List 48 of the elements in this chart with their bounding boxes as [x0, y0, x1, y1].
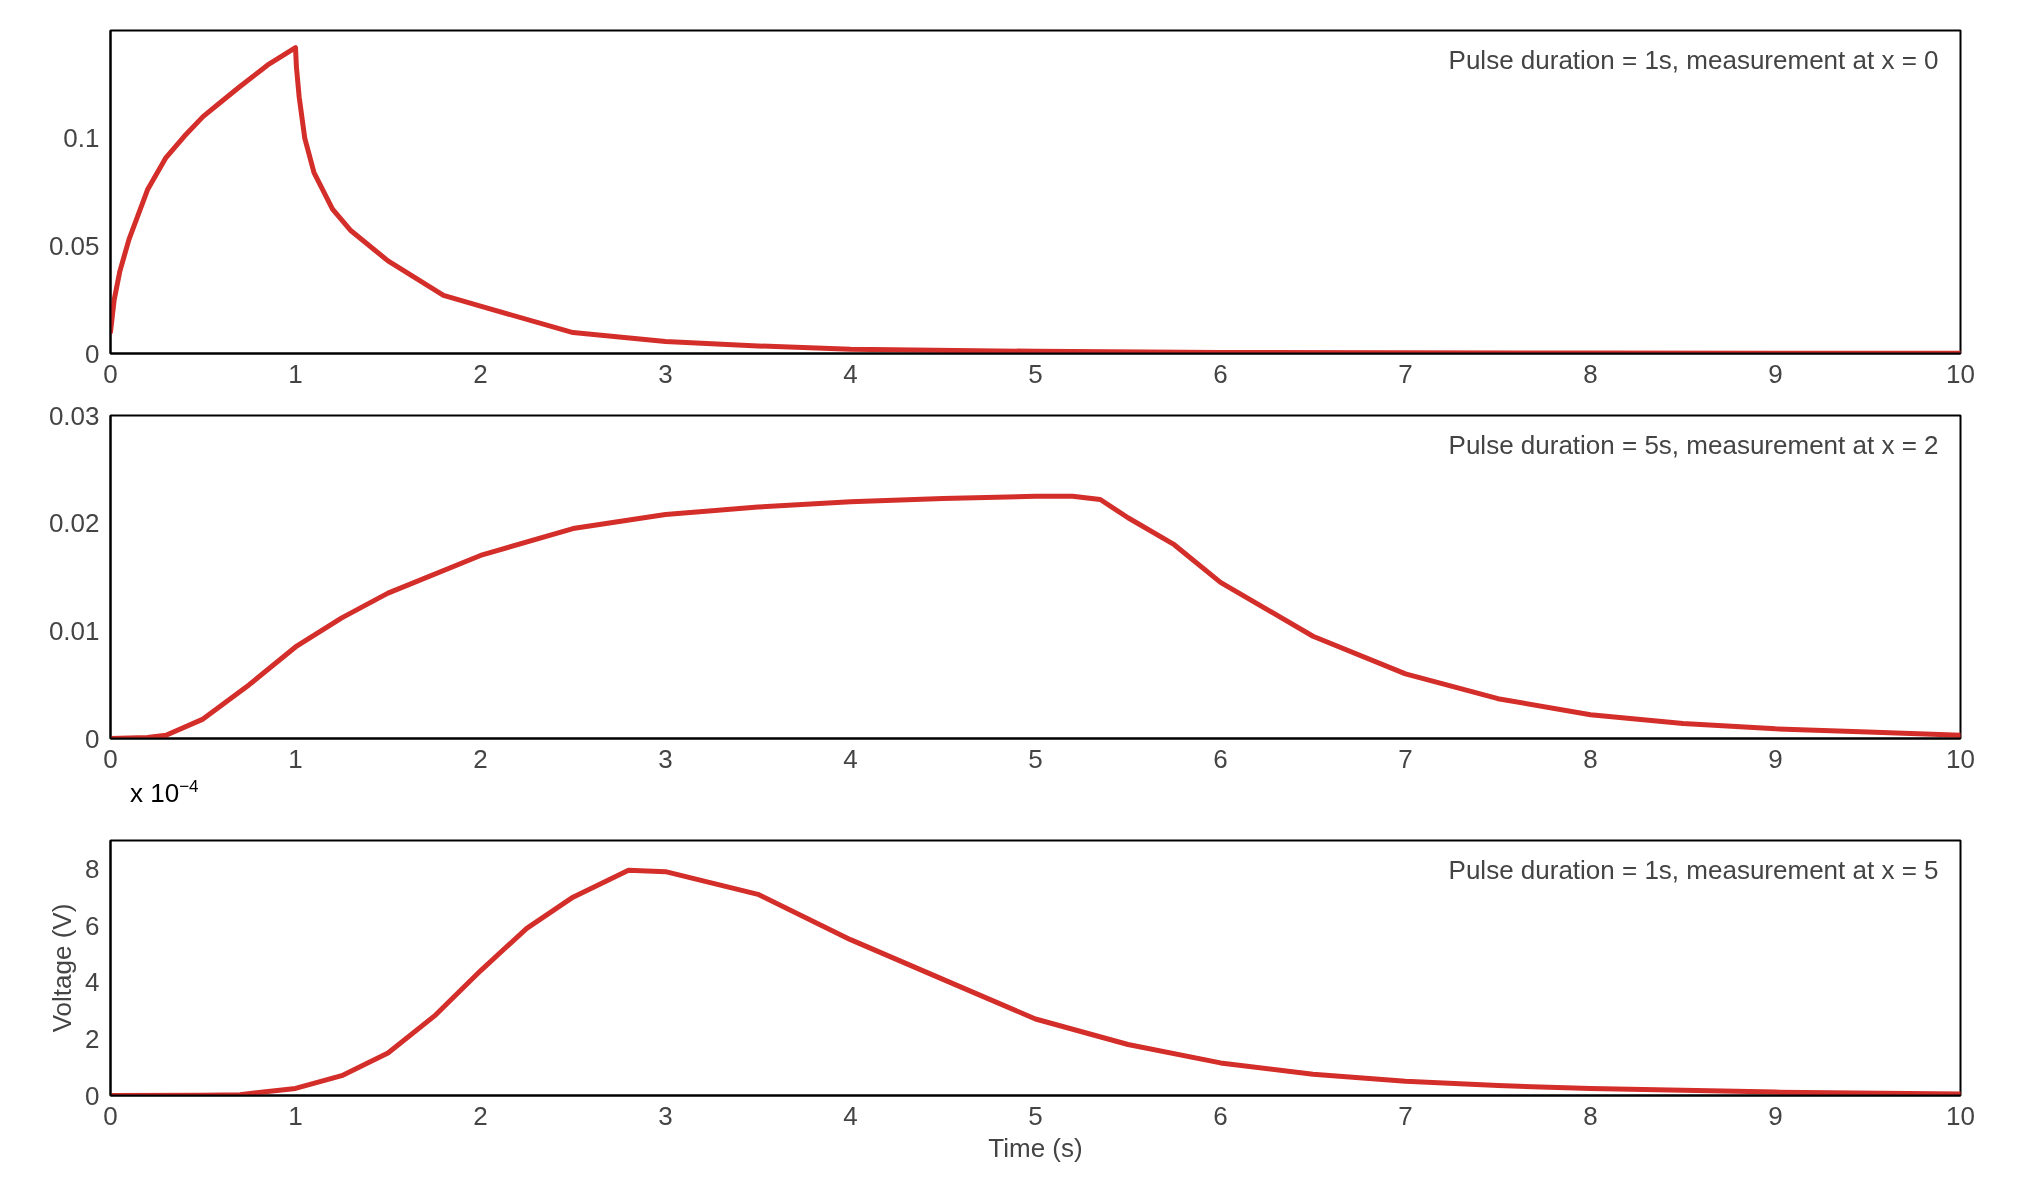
x-tick-label: 9: [1768, 358, 1783, 389]
x-tick-label: 8: [1583, 743, 1598, 774]
x-tick-label: 7: [1398, 358, 1413, 389]
x-tick-label: 10: [1946, 743, 1975, 774]
x-tick-label: 3: [658, 1100, 673, 1131]
y-tick-label: 0: [85, 338, 100, 369]
x-tick-label: 6: [1213, 1100, 1228, 1131]
y-tick-label: 0.05: [48, 230, 100, 261]
y-tick-label: 0: [85, 1080, 100, 1111]
x-tick-label: 6: [1213, 743, 1228, 774]
x-tick-label: 8: [1583, 1100, 1598, 1131]
y-tick-label: 0: [85, 723, 100, 754]
x-tick-label: 7: [1398, 743, 1413, 774]
x-tick-label: 3: [658, 358, 673, 389]
x-tick-label: 6: [1213, 358, 1228, 389]
y-tick-label: 0.03: [48, 400, 100, 431]
x-axis-title: Time (s): [988, 1132, 1083, 1163]
y-tick-label: 8: [85, 853, 100, 884]
x-tick-label: 9: [1768, 743, 1783, 774]
annotation: Pulse duration = 1s, measurement at x = 0: [1448, 44, 1939, 75]
x-tick-label: 10: [1946, 1100, 1975, 1131]
x-tick-label: 1: [288, 743, 303, 774]
x-tick-label: 2: [473, 358, 488, 389]
y-tick-label: 2: [85, 1023, 100, 1054]
x-tick-label: 8: [1583, 358, 1598, 389]
x-tick-label: 10: [1946, 358, 1975, 389]
y-tick-label: 4: [85, 967, 100, 998]
annotation: Pulse duration = 5s, measurement at x = 2: [1448, 429, 1939, 460]
x-tick-label: 1: [288, 1100, 303, 1131]
x-tick-label: 4: [843, 743, 858, 774]
x-tick-label: 4: [843, 358, 858, 389]
x-tick-label: 5: [1028, 743, 1043, 774]
x-tick-label: 5: [1028, 358, 1043, 389]
annotation: Pulse duration = 1s, measurement at x = 5: [1448, 854, 1939, 885]
x-tick-label: 4: [843, 1100, 858, 1131]
x-tick-label: 7: [1398, 1100, 1413, 1131]
x-tick-label: 5: [1028, 1100, 1043, 1131]
y-tick-label: 0.1: [63, 123, 100, 154]
text: x 10$^{−4}$: [130, 777, 199, 808]
y-tick-label: 0.01: [48, 615, 100, 646]
x-tick-label: 1: [288, 358, 303, 389]
y-axis-title: Voltage (V): [47, 903, 78, 1033]
x-tick-label: 2: [473, 1100, 488, 1131]
y-tick-label: 0.02: [48, 508, 100, 539]
x-tick-label: 2: [473, 743, 488, 774]
x-tick-label: 3: [658, 743, 673, 774]
x-tick-label: 9: [1768, 1100, 1783, 1131]
y-tick-label: 6: [85, 910, 100, 941]
